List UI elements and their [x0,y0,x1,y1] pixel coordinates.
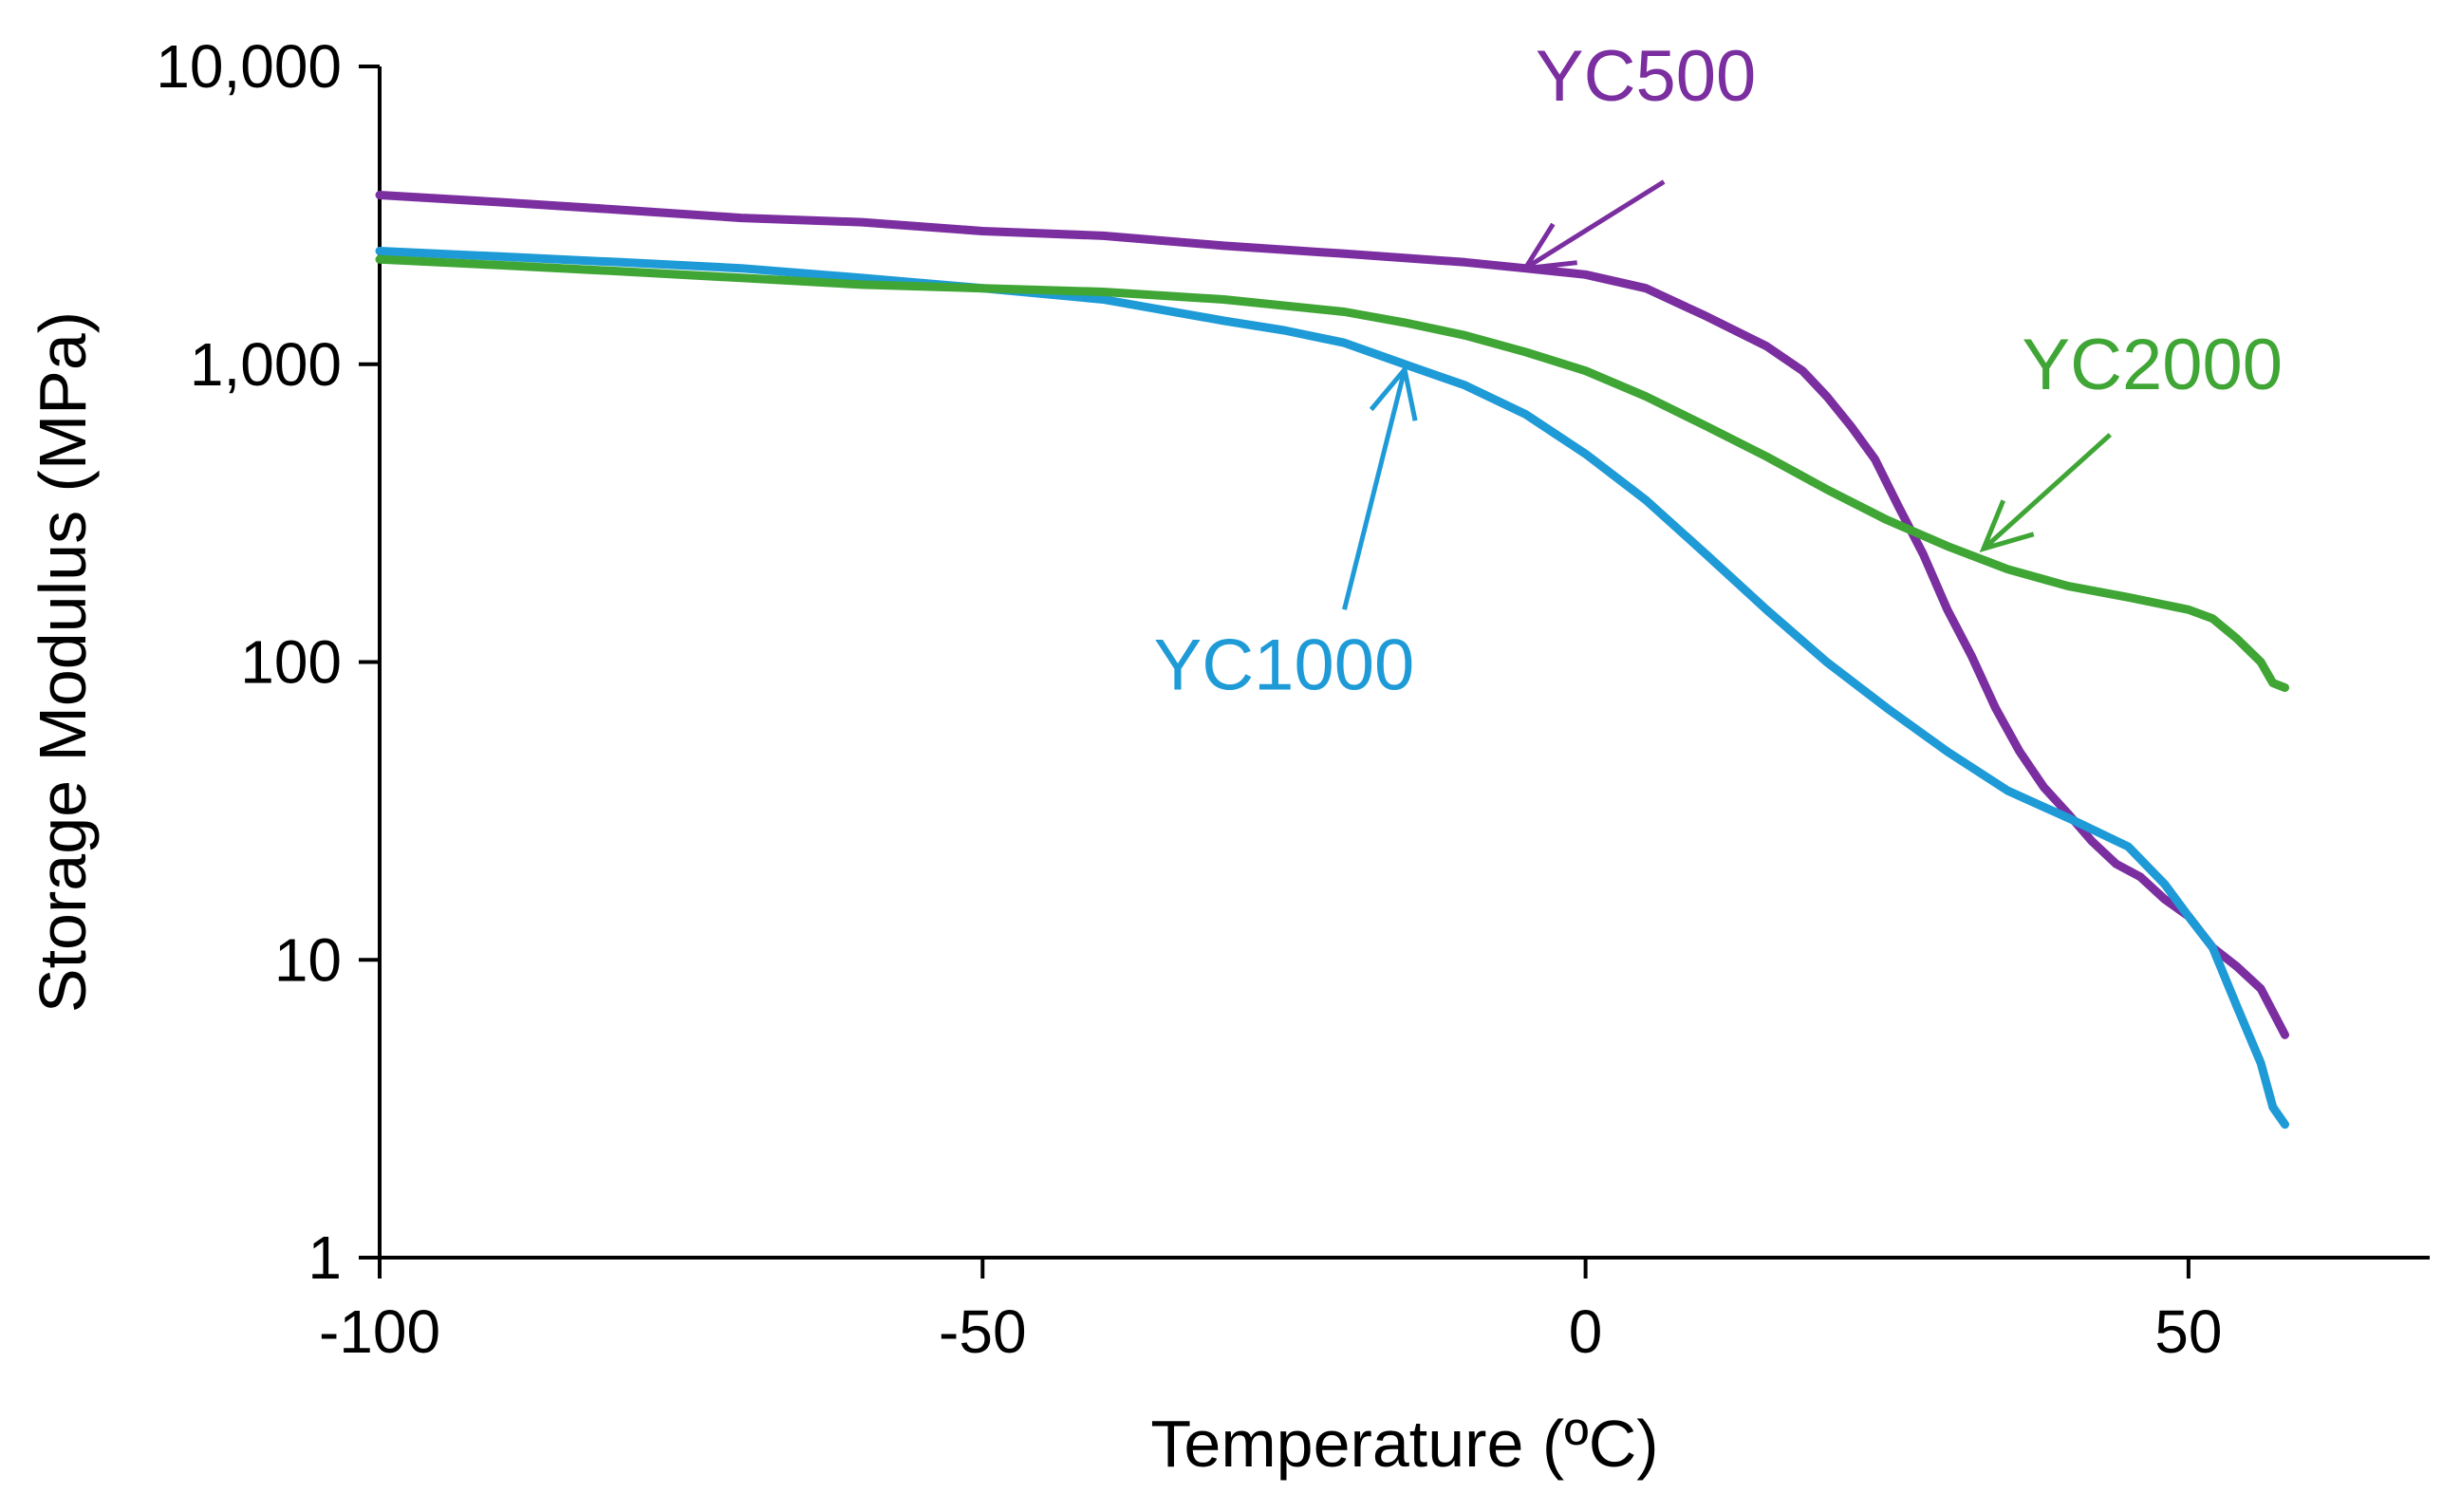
x-tick-label: 50 [2154,1297,2222,1366]
x-tick-label: 0 [1569,1297,1603,1366]
series-label-yc2000: YC2000 [2022,325,2283,405]
y-tick-label: 1 [308,1223,342,1292]
series-line-yc500 [375,191,2289,1039]
y-tick-label: 1,000 [190,330,342,399]
axes: 1 10 100 1,000 10,000 -100 -50 0 50 [156,32,2430,1366]
arrowhead-yc2000 [1979,499,2035,553]
series-label-yc1000: YC1000 [1154,625,1415,705]
series-labels: YC500 YC1000 YC2000 [1154,36,2283,705]
y-tick-label: 100 [240,628,342,697]
x-axis-title: Temperature (ºC) [1150,1407,1658,1481]
x-tick-label: -50 [939,1297,1027,1366]
arrow-yc500 [1523,179,1666,271]
x-tick-label: -100 [319,1297,440,1366]
series-line-yc2000 [375,254,2289,692]
arrow-yc1000 [1342,368,1408,610]
arrowhead-yc500 [1520,222,1577,271]
arrow-yc2000 [1982,433,2112,551]
series-layer [375,191,2289,1129]
y-tick-label: 10 [274,925,342,994]
y-tick-label: 10,000 [156,32,342,101]
y-axis-title: Storage Modulus (MPa) [26,311,100,1013]
arrowhead-yc1000 [1369,364,1418,421]
series-label-yc500: YC500 [1536,36,1756,117]
